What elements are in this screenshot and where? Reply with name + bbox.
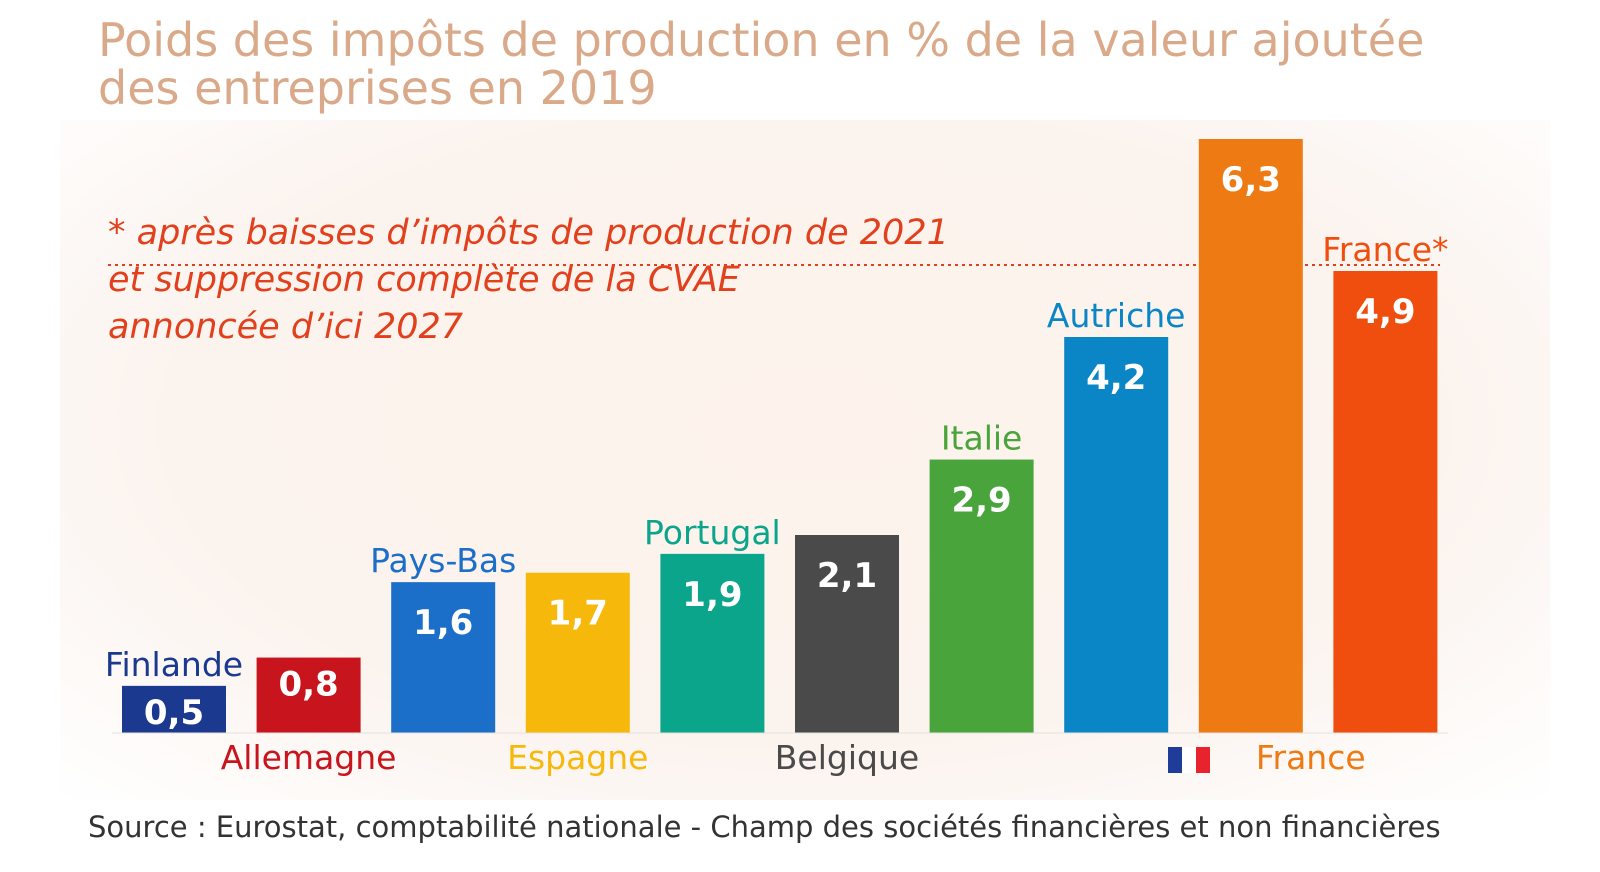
annotation-line-3: annoncée d’ici 2027 bbox=[108, 307, 464, 347]
value-label-portugal: 1,9 bbox=[682, 575, 742, 615]
category-label-pays-bas: Pays-Bas bbox=[370, 541, 516, 580]
category-label-autriche: Autriche bbox=[1047, 296, 1186, 335]
source-note: Source : Eurostat, comptabilité national… bbox=[88, 810, 1441, 844]
bar-espagne bbox=[525, 572, 630, 733]
category-label-italie: Italie bbox=[941, 419, 1023, 458]
value-label-finlande: 0,5 bbox=[144, 693, 204, 733]
annotation-line-2: et suppression complète de la CVAE bbox=[108, 260, 740, 300]
bar-france-projected bbox=[1333, 271, 1438, 733]
bar-autriche bbox=[1064, 337, 1169, 733]
chart-title-line-1: Poids des impôts de production en % de l… bbox=[98, 13, 1425, 67]
annotation-note: * après baisses d’impôts de production d… bbox=[108, 210, 1008, 351]
category-label-france: France bbox=[1256, 738, 1366, 777]
flag-stripe-blue bbox=[1168, 747, 1182, 773]
flag-stripe-red bbox=[1196, 747, 1210, 773]
category-label-portugal: Portugal bbox=[644, 513, 781, 552]
category-label-finlande: Finlande bbox=[105, 645, 243, 684]
annotation-line-1: * après baisses d’impôts de production d… bbox=[108, 213, 949, 253]
value-label-france-projected: 4,9 bbox=[1355, 292, 1415, 332]
category-label-allemagne: Allemagne bbox=[221, 738, 397, 777]
value-label-italie: 2,9 bbox=[951, 481, 1011, 521]
category-label-france-projected: France* bbox=[1322, 230, 1448, 269]
bar-italie bbox=[929, 459, 1034, 733]
bar-finlande bbox=[122, 685, 226, 733]
bar-portugal bbox=[660, 553, 765, 733]
france-flag-icon bbox=[1168, 747, 1210, 773]
bar-allemagne bbox=[256, 657, 361, 733]
bar-belgique bbox=[795, 535, 899, 733]
bar-france bbox=[1198, 139, 1303, 733]
bars-layer bbox=[122, 139, 1438, 733]
category-label-espagne: Espagne bbox=[507, 738, 648, 777]
bar-pays-bas bbox=[391, 582, 496, 733]
value-label-autriche: 4,2 bbox=[1086, 358, 1146, 398]
chart-title: Poids des impôts de production en % de l… bbox=[98, 16, 1518, 112]
flag-stripe-white bbox=[1182, 747, 1196, 773]
value-label-espagne: 1,7 bbox=[548, 594, 608, 634]
chart-title-line-2: des entreprises en 2019 bbox=[98, 61, 657, 115]
value-label-belgique: 2,1 bbox=[817, 556, 877, 596]
value-label-pays-bas: 1,6 bbox=[413, 603, 473, 643]
labels-layer: 0,5 Finlande 0,8 Allemagne 1,6 Pays-Bas 1,7 Esp… bbox=[105, 160, 1449, 777]
value-label-france: 6,3 bbox=[1221, 160, 1281, 200]
category-label-belgique: Belgique bbox=[775, 738, 919, 777]
value-label-allemagne: 0,8 bbox=[278, 665, 338, 705]
